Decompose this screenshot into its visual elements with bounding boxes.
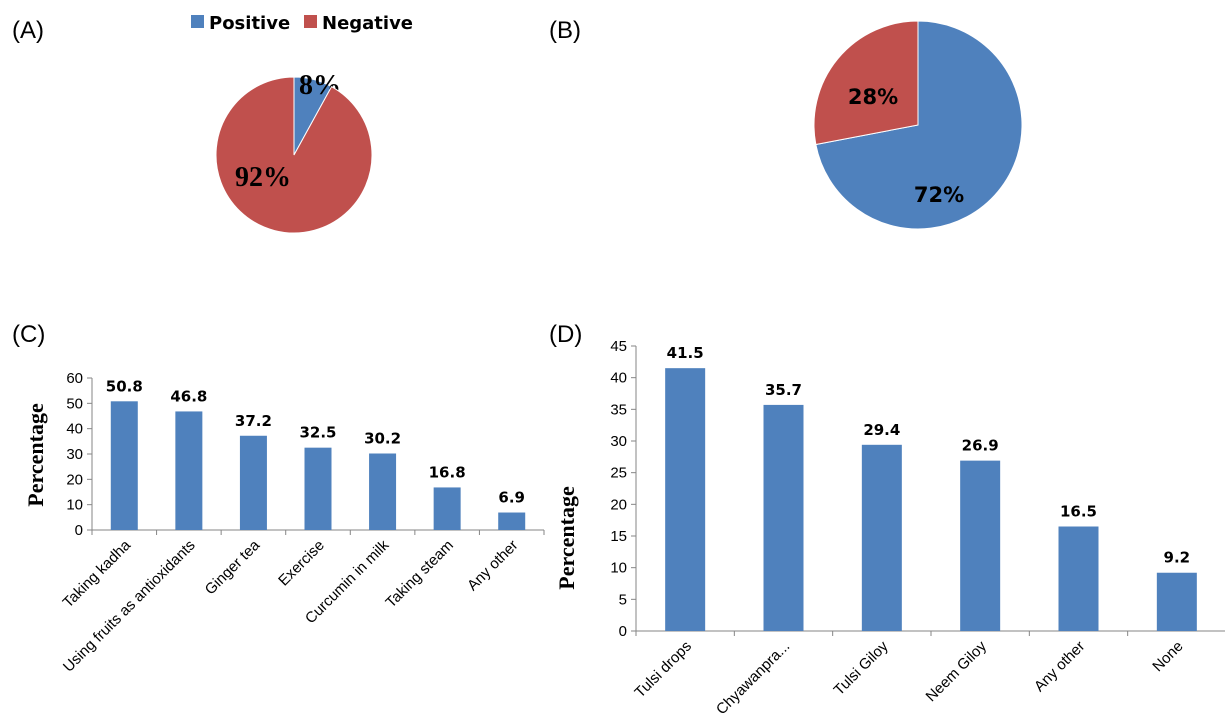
data-label-c-taking-kadha: 50.8 [106, 377, 143, 395]
y-tick-label-c: 10 [66, 497, 83, 514]
y-tick-label-d: 45 [610, 338, 627, 355]
legend-label-negative: Negative [322, 13, 413, 34]
category-label-c-ginger-tea: Ginger tea [202, 536, 264, 598]
bar-d-tulsi-drops [665, 368, 706, 631]
bar-d-tulsi-giloy [861, 444, 902, 631]
bar-c-ginger-tea [239, 435, 267, 530]
data-label-c-curcumin-in-milk: 30.2 [364, 429, 401, 447]
bar-c-any-other [498, 512, 526, 530]
data-label-d-none: 9.2 [1164, 549, 1191, 567]
panel-label-d: (D) [549, 321, 582, 348]
legend-swatch-negative [304, 15, 317, 28]
y-tick-label-c: 50 [66, 395, 83, 412]
pie-chart-b: 72% 28% [813, 20, 1023, 230]
bar-d-any-other [1058, 526, 1099, 631]
y-tick-label-c: 40 [66, 421, 83, 438]
panel-label-b: (B) [549, 17, 581, 44]
y-tick-label-d: 40 [610, 370, 627, 387]
pie-slice-b-negative [813, 20, 919, 146]
y-tick-label-d: 15 [610, 528, 627, 545]
bar-c-exercise [304, 447, 332, 530]
data-label-c-using-fruits-as-antioxidants: 46.8 [170, 387, 207, 405]
y-tick-label-d: 35 [610, 401, 627, 418]
bar-d-neem-giloy [960, 460, 1001, 631]
y-tick-label-d: 5 [619, 591, 627, 608]
category-label-d-none: None [1149, 638, 1186, 675]
category-label-d-tulsi-drops: Tulsi drops [631, 638, 695, 702]
data-label-c-exercise: 32.5 [299, 424, 336, 442]
category-label-c-any-other: Any other [464, 537, 521, 594]
data-label-d-any-other: 16.5 [1060, 503, 1097, 521]
category-label-d-any-other: Any other [1031, 638, 1088, 695]
y-tick-label-d: 0 [619, 623, 627, 640]
y-tick-label-d: 30 [610, 433, 627, 450]
pie-label-a-negative: 92% [235, 162, 291, 193]
bar-c-taking-steam [433, 487, 461, 530]
panel-label-a: (A) [12, 17, 44, 44]
category-label-c-exercise: Exercise [275, 537, 328, 590]
bar-d-none [1156, 572, 1197, 631]
y-tick-label-d: 20 [610, 496, 627, 513]
category-label-d-tulsi-giloy: Tulsi Giloy [831, 637, 892, 698]
legend-label-positive: Positive [209, 13, 290, 34]
legend-a: Positive Negative [191, 13, 413, 34]
category-label-d-chyawanpra: Chyawanpra... [713, 638, 793, 718]
y-axis-label-c: Percentage [23, 403, 48, 507]
panel-b: (B) 72% 28% [549, 17, 1023, 230]
category-label-d-neem-giloy: Neem Giloy [923, 637, 991, 705]
bar-c-curcumin-in-milk [369, 453, 397, 530]
y-tick-label-c: 20 [66, 471, 83, 488]
data-label-c-taking-steam: 16.8 [429, 463, 466, 481]
bar-c-using-fruits-as-antioxidants [175, 411, 203, 530]
y-tick-label-c: 0 [75, 522, 83, 539]
data-label-d-tulsi-giloy: 29.4 [863, 421, 900, 439]
pie-slice-b-positive [815, 20, 1023, 230]
panel-a: (A) Positive Negative 8%92% [12, 13, 413, 234]
data-label-c-ginger-tea: 37.2 [235, 412, 272, 430]
data-label-c-any-other: 6.9 [498, 489, 525, 507]
pie-chart-a: 8%92% [215, 70, 373, 234]
bar-d-chyawanpra [763, 404, 804, 631]
data-label-d-chyawanpra: 35.7 [765, 381, 802, 399]
bar-chart-d: 0 5 10 15 20 25 30 35 40 45 41.5 Tulsi drops 35.7 Chy… [610, 338, 1225, 718]
panel-d: (D) Percentage 0 5 10 15 20 25 30 35 40 45 41.5 Tul… [549, 321, 1225, 718]
category-label-c-taking-steam: Taking steam [382, 537, 457, 612]
y-tick-label-c: 60 [66, 370, 83, 387]
y-tick-label-d: 10 [610, 560, 627, 577]
data-label-d-neem-giloy: 26.9 [962, 437, 999, 455]
pie-label-b-negative: 28% [848, 85, 898, 109]
data-label-d-tulsi-drops: 41.5 [667, 344, 704, 362]
y-axis-label-d: Percentage [554, 486, 579, 590]
pie-label-b-positive: 72% [914, 183, 964, 207]
pie-slice-a-negative [215, 76, 373, 234]
y-tick-label-c: 30 [66, 446, 83, 463]
legend-swatch-positive [191, 15, 204, 28]
category-label-c-using-fruits-as-antioxidants: Using fruits as antioxidants [60, 537, 199, 676]
y-tick-label-d: 25 [610, 465, 627, 482]
panel-label-c: (C) [12, 321, 45, 348]
bar-c-taking-kadha [110, 401, 138, 530]
